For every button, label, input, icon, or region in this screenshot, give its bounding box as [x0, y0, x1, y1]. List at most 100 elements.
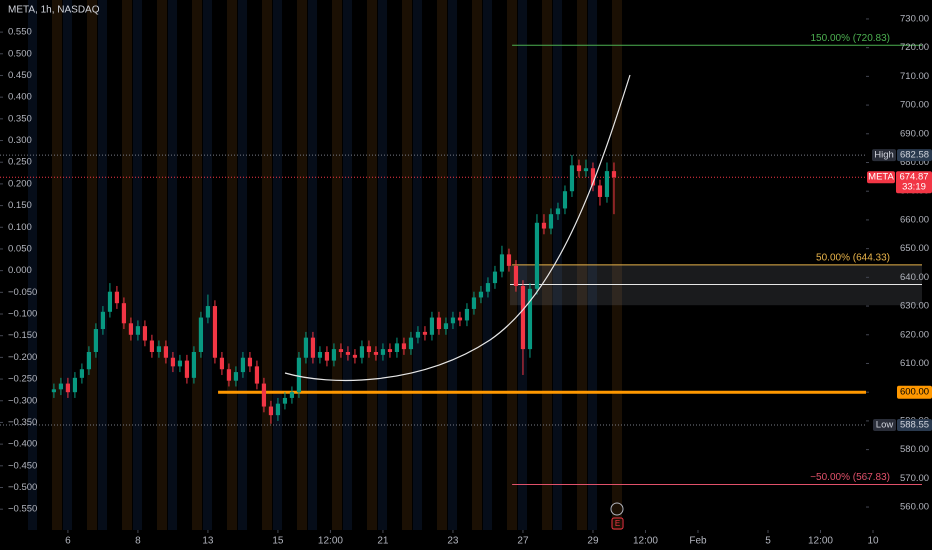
- premarket-band: [133, 0, 142, 530]
- x-tick-label: 12:00: [318, 536, 343, 547]
- afterhours-band: [402, 0, 412, 530]
- candle-body: [422, 331, 428, 335]
- candle-body: [58, 383, 64, 390]
- candle-body: [471, 297, 477, 309]
- candle-body: [450, 317, 456, 324]
- candle-body: [555, 208, 561, 215]
- y2-tick-label: 0.100: [8, 222, 32, 233]
- candle-body: [163, 346, 169, 358]
- candle-body: [121, 303, 127, 324]
- afterhours-band: [122, 0, 132, 530]
- y2-tick-label: 0.450: [8, 70, 32, 81]
- candle-body: [478, 291, 484, 298]
- candle-body: [310, 337, 316, 358]
- candle-body: [177, 360, 183, 367]
- candle-body: [443, 323, 449, 330]
- y2-tick-label: 0.000: [8, 265, 32, 276]
- premarket-band: [448, 0, 457, 530]
- candle-body: [184, 360, 190, 378]
- candle-body: [128, 323, 134, 335]
- y2-tick-label: −0.100: [8, 309, 37, 320]
- candle-body: [576, 165, 582, 172]
- premarket-band: [28, 0, 37, 530]
- legend-title: META, 1h, NASDAQ: [8, 5, 100, 16]
- candle-body: [436, 317, 442, 330]
- candle-body: [331, 349, 337, 361]
- candle-body: [100, 311, 106, 330]
- support-value: 600.00: [900, 387, 929, 398]
- premarket-band: [413, 0, 422, 530]
- premarket-band: [168, 0, 177, 530]
- last-name-bg: [867, 171, 895, 184]
- event-icon: [610, 502, 624, 516]
- y2-tick-label: 0.400: [8, 92, 32, 103]
- afterhours-band: [192, 0, 202, 530]
- y2-tick-label: 0.300: [8, 135, 32, 146]
- candle-body: [338, 349, 344, 352]
- x-tick-label: 12:00: [808, 536, 833, 547]
- candle-body: [72, 377, 78, 393]
- candle-body: [485, 283, 491, 292]
- candle-body: [289, 392, 295, 398]
- y2-tick-label: 0.500: [8, 48, 32, 59]
- x-tick-label: 12:00: [633, 536, 658, 547]
- candle-body: [219, 357, 225, 370]
- y2-tick-label: 0.550: [8, 27, 32, 38]
- candle-body: [415, 331, 421, 338]
- premarket-band: [63, 0, 72, 530]
- candle-body: [345, 351, 351, 355]
- x-tick-label: 10: [867, 536, 879, 547]
- candle-body: [513, 265, 519, 286]
- zone-box: [510, 264, 922, 306]
- high-name-bg: [872, 149, 896, 162]
- x-tick-label: 6: [65, 536, 71, 547]
- y2-tick-label: −0.050: [8, 287, 37, 298]
- curve-drawing: [284, 74, 631, 382]
- y-tick-label: 570.00: [900, 473, 929, 484]
- y2-tick-label: −0.300: [8, 395, 37, 406]
- y2-tick-label: −0.200: [8, 352, 37, 363]
- premarket-band: [238, 0, 247, 530]
- candle-body: [107, 291, 113, 312]
- afterhours-band: [87, 0, 97, 530]
- afterhours-band: [52, 0, 62, 530]
- y2-tick-label: −0.450: [8, 460, 37, 471]
- x-tick-label: Feb: [689, 536, 707, 547]
- candle-body: [583, 168, 589, 172]
- candle-body: [247, 357, 253, 367]
- y2-tick-label: 0.150: [8, 200, 32, 211]
- y-tick-label: 690.00: [900, 128, 929, 139]
- y-tick-label: 630.00: [900, 301, 929, 312]
- low-value: 588.55: [900, 420, 929, 431]
- last-value: 674.87: [899, 172, 928, 183]
- candle-body: [534, 222, 540, 289]
- candle-body: [205, 306, 211, 318]
- afterhours-band: [157, 0, 167, 530]
- y-tick-label: 730.00: [900, 13, 929, 24]
- support-value-bg: [897, 385, 932, 399]
- candle-body: [527, 288, 533, 350]
- candle-body: [380, 349, 386, 355]
- candle-body: [604, 171, 610, 197]
- y-tick-label: 660.00: [900, 214, 929, 225]
- candle-body: [149, 340, 155, 352]
- y2-tick-label: 0.350: [8, 113, 32, 124]
- candle-body: [212, 306, 218, 358]
- candle-body: [86, 351, 92, 370]
- x-tick-label: 5: [765, 536, 771, 547]
- fib-label: 50.00% (644.33): [816, 253, 890, 264]
- premarket-band: [273, 0, 282, 530]
- afterhours-band: [227, 0, 237, 530]
- high-value: 682.58: [900, 150, 929, 161]
- y2-tick-label: −0.400: [8, 439, 37, 450]
- candle-body: [51, 389, 57, 393]
- x-tick-label: 23: [447, 536, 459, 547]
- candle-body: [65, 383, 71, 393]
- candle-body: [597, 185, 603, 197]
- x-tick-label: 15: [272, 536, 284, 547]
- candle-body: [296, 357, 302, 393]
- y-tick-label: 640.00: [900, 272, 929, 283]
- candle-body: [352, 354, 358, 358]
